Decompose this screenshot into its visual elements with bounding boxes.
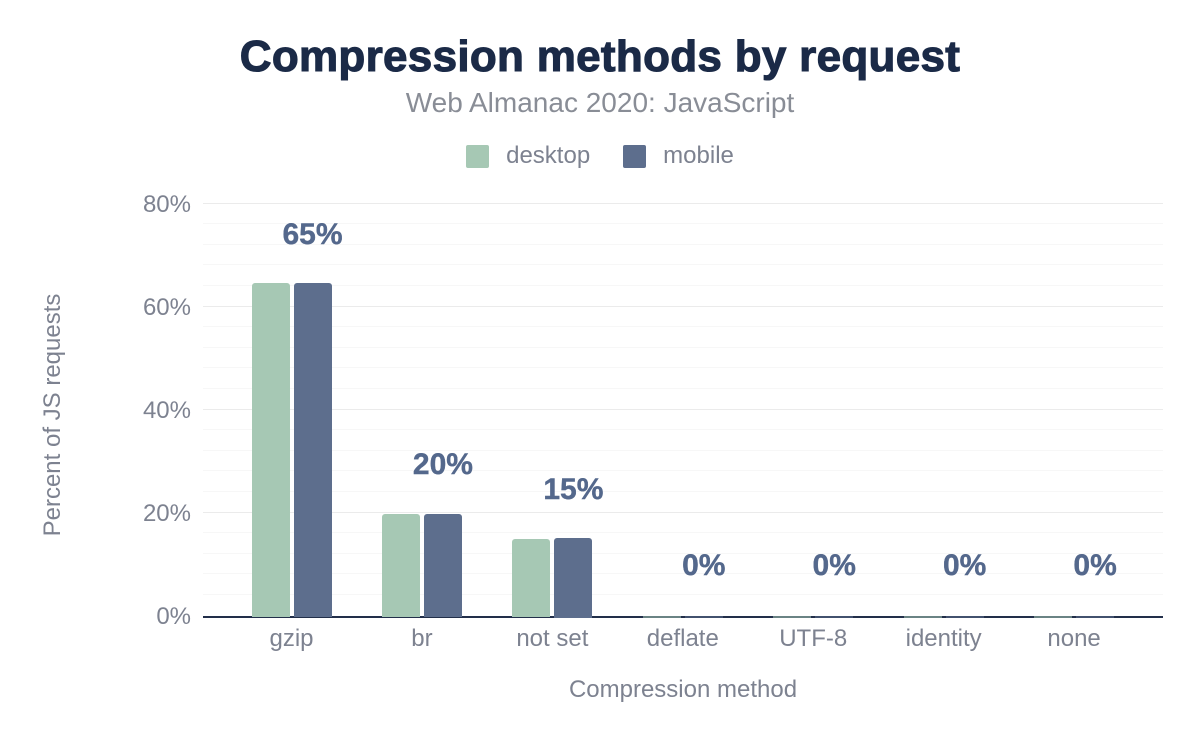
x-tick-label-none: none: [1047, 625, 1101, 652]
y-tick-label: 40%: [142, 396, 191, 424]
bar-desktop-identity: [903, 615, 942, 618]
y-tick-label: 80%: [142, 190, 191, 218]
chart-title: Compression methods by request: [239, 32, 961, 81]
major-gridline: [203, 202, 1163, 204]
minor-gridline: [203, 490, 1163, 492]
minor-gridline: [203, 387, 1163, 389]
x-tick-label-gzip: gzip: [269, 625, 314, 652]
bar-mobile-not set: [554, 538, 593, 618]
legend-item-desktop: desktop: [466, 144, 590, 168]
legend-item-mobile: mobile: [623, 144, 734, 168]
bar-value-label-not set: 15%: [543, 472, 604, 506]
bar-value-label-UTF-8: 0%: [812, 548, 856, 582]
bar-value-label-none: 0%: [1073, 548, 1117, 582]
bar-desktop-deflate: [642, 615, 681, 618]
x-tick-label-deflate: deflate: [646, 625, 719, 652]
x-tick-label-UTF-8: UTF-8: [779, 625, 848, 652]
bar-mobile-gzip: [293, 283, 332, 618]
minor-gridline: [203, 284, 1163, 286]
bar-mobile-none: [1076, 615, 1115, 618]
legend-label-mobile: mobile: [663, 142, 734, 169]
minor-gridline: [203, 367, 1163, 369]
minor-gridline: [203, 243, 1163, 245]
bar-desktop-UTF-8: [773, 615, 812, 618]
bar-mobile-UTF-8: [815, 615, 854, 618]
bar-mobile-identity: [945, 615, 984, 618]
x-axis-title: Compression method: [568, 676, 798, 703]
legend-label-desktop: desktop: [506, 142, 591, 169]
y-tick-label: 60%: [142, 293, 191, 321]
x-tick-label-identity: identity: [905, 625, 982, 652]
x-axis-line: [203, 615, 1163, 618]
major-gridline: [203, 408, 1163, 410]
minor-gridline: [203, 470, 1163, 472]
minor-gridline: [203, 326, 1163, 328]
y-tick-label: 20%: [142, 499, 191, 527]
bar-desktop-gzip: [251, 283, 290, 618]
bar-value-label-br: 20%: [412, 448, 473, 482]
minor-gridline: [203, 346, 1163, 348]
major-gridline: [203, 305, 1163, 307]
legend: desktop mobile: [0, 144, 1200, 168]
legend-swatch-desktop: [466, 144, 490, 168]
y-axis-title-text: Percent of JS requests: [39, 293, 66, 537]
minor-gridline: [203, 532, 1163, 534]
y-axis-title: Percent of JS requests: [39, 209, 66, 621]
bar-value-label-identity: 0%: [942, 548, 987, 582]
bar-mobile-deflate: [684, 615, 723, 618]
minor-gridline: [203, 449, 1163, 451]
minor-gridline: [203, 593, 1163, 595]
x-tick-label-not set: not set: [516, 625, 589, 652]
bar-value-label-deflate: 0%: [682, 548, 726, 582]
bar-desktop-none: [1034, 615, 1073, 618]
plot-area: 0% 20% 40% 60% 80% 65% gzip 20% br 15% not set 0% de…: [143, 192, 1163, 651]
x-tick-label-br: br: [411, 625, 433, 652]
bar-desktop-br: [381, 513, 420, 618]
y-tick-label: 0%: [156, 602, 191, 630]
legend-swatch-mobile: [623, 144, 647, 168]
minor-gridline: [203, 223, 1163, 225]
minor-gridline: [203, 573, 1163, 575]
bar-mobile-br: [423, 513, 462, 618]
minor-gridline: [203, 429, 1163, 431]
bar-desktop-not set: [512, 538, 551, 618]
chart-subtitle: Web Almanac 2020: JavaScript: [405, 87, 795, 118]
minor-gridline: [203, 552, 1163, 554]
bar-value-label-gzip: 65%: [282, 217, 343, 251]
major-gridline: [203, 511, 1163, 513]
minor-gridline: [203, 264, 1163, 266]
